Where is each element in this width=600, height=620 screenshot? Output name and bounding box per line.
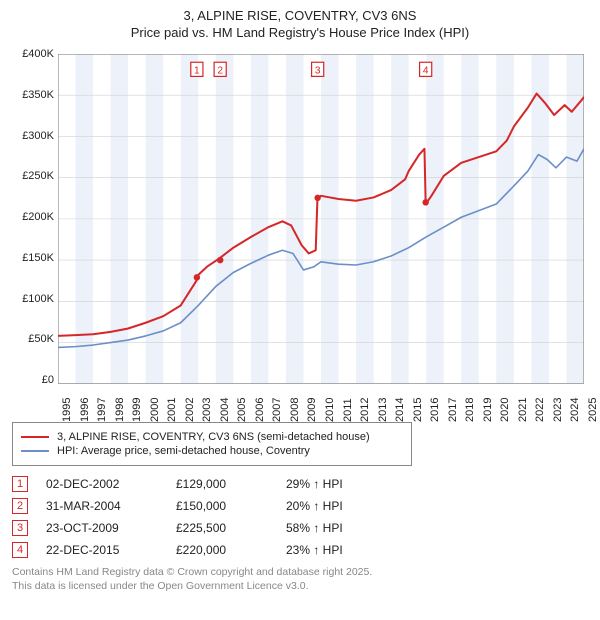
x-tick-label: 2002 (184, 398, 186, 422)
x-tick-label: 2024 (569, 398, 571, 422)
x-tick-label: 2004 (219, 398, 221, 422)
event-date: 22-DEC-2015 (46, 543, 176, 557)
y-tick-label: £400K (22, 48, 54, 60)
x-tick-label: 2014 (394, 398, 396, 422)
x-tick-label: 2015 (412, 398, 414, 422)
legend-swatch (21, 450, 49, 452)
y-tick-label: £50K (28, 333, 54, 345)
sale-event-row: 4 22-DEC-2015£220,00023% ↑ HPI (12, 542, 588, 558)
event-price: £220,000 (176, 543, 286, 557)
event-date: 23-OCT-2009 (46, 521, 176, 535)
sale-event-row: 2 31-MAR-2004£150,00020% ↑ HPI (12, 498, 588, 514)
event-delta: 58% ↑ HPI (286, 521, 588, 535)
legend-item: HPI: Average price, semi-detached house,… (21, 445, 403, 457)
event-delta: 23% ↑ HPI (286, 543, 588, 557)
x-tick-label: 2009 (306, 398, 308, 422)
legend-box: 3, ALPINE RISE, COVENTRY, CV3 6NS (semi-… (12, 422, 412, 466)
legend-label: HPI: Average price, semi-detached house,… (57, 445, 310, 457)
x-tick-label: 1998 (114, 398, 116, 422)
x-tick-label: 2018 (464, 398, 466, 422)
x-tick-label: 1997 (96, 398, 98, 422)
x-tick-label: 2008 (289, 398, 291, 422)
legend-swatch (21, 436, 49, 438)
footer-line-1: Contains HM Land Registry data © Crown c… (12, 566, 588, 580)
y-tick-label: £350K (22, 89, 54, 101)
x-tick-label: 2007 (271, 398, 273, 422)
x-axis-labels: 1995199619971998199920002001200220032004… (58, 382, 584, 418)
event-marker-number: 2 (12, 498, 28, 514)
y-tick-label: £0 (42, 374, 54, 386)
x-tick-label: 2017 (447, 398, 449, 422)
footer-line-2: This data is licensed under the Open Gov… (12, 580, 588, 594)
svg-text:2: 2 (217, 65, 223, 76)
event-marker-number: 3 (12, 520, 28, 536)
x-tick-label: 2019 (482, 398, 484, 422)
footer-attribution: Contains HM Land Registry data © Crown c… (12, 566, 588, 593)
legend-label: 3, ALPINE RISE, COVENTRY, CV3 6NS (semi-… (57, 431, 370, 443)
svg-text:1: 1 (194, 65, 200, 76)
x-tick-label: 1995 (61, 398, 63, 422)
svg-text:3: 3 (315, 65, 321, 76)
x-tick-label: 2001 (166, 398, 168, 422)
x-tick-label: 2006 (254, 398, 256, 422)
x-tick-label: 2025 (587, 398, 589, 422)
chart-area: £0 £50K £100K £150K £200K £250K £300K £350K £400… (12, 46, 588, 416)
chart-title-block: 3, ALPINE RISE, COVENTRY, CV3 6NS Price … (12, 8, 588, 40)
x-tick-label: 2021 (517, 398, 519, 422)
svg-text:4: 4 (423, 65, 429, 76)
y-tick-label: £300K (22, 130, 54, 142)
x-tick-label: 2003 (201, 398, 203, 422)
y-tick-label: £250K (22, 170, 54, 182)
x-tick-label: 2010 (324, 398, 326, 422)
event-date: 31-MAR-2004 (46, 499, 176, 513)
event-delta: 29% ↑ HPI (286, 477, 588, 491)
x-tick-label: 2013 (377, 398, 379, 422)
x-tick-label: 2020 (499, 398, 501, 422)
x-tick-label: 1996 (79, 398, 81, 422)
event-price: £150,000 (176, 499, 286, 513)
y-axis-labels: £0£50K£100K£150K£200K£250K£300K£350K£400… (12, 54, 56, 380)
event-delta: 20% ↑ HPI (286, 499, 588, 513)
title-line-1: 3, ALPINE RISE, COVENTRY, CV3 6NS (12, 8, 588, 23)
plot-svg: 1 2 3 4 (58, 54, 584, 384)
y-tick-label: £150K (22, 252, 54, 264)
event-price: £129,000 (176, 477, 286, 491)
sale-event-row: 1 02-DEC-2002£129,00029% ↑ HPI (12, 476, 588, 492)
x-tick-label: 1999 (131, 398, 133, 422)
title-line-2: Price paid vs. HM Land Registry's House … (12, 25, 588, 40)
y-tick-label: £200K (22, 211, 54, 223)
x-tick-label: 2000 (149, 398, 151, 422)
x-tick-label: 2023 (552, 398, 554, 422)
y-tick-label: £100K (22, 293, 54, 305)
event-price: £225,500 (176, 521, 286, 535)
legend-item: 3, ALPINE RISE, COVENTRY, CV3 6NS (semi-… (21, 431, 403, 443)
x-tick-label: 2022 (534, 398, 536, 422)
sale-event-row: 3 23-OCT-2009£225,50058% ↑ HPI (12, 520, 588, 536)
sale-events-table: 1 02-DEC-2002£129,00029% ↑ HPI 2 31-MAR-200… (12, 476, 588, 558)
event-date: 02-DEC-2002 (46, 477, 176, 491)
x-tick-label: 2011 (342, 398, 344, 422)
event-marker-number: 4 (12, 542, 28, 558)
x-tick-label: 2012 (359, 398, 361, 422)
x-tick-label: 2016 (429, 398, 431, 422)
x-tick-label: 2005 (236, 398, 238, 422)
event-marker-number: 1 (12, 476, 28, 492)
